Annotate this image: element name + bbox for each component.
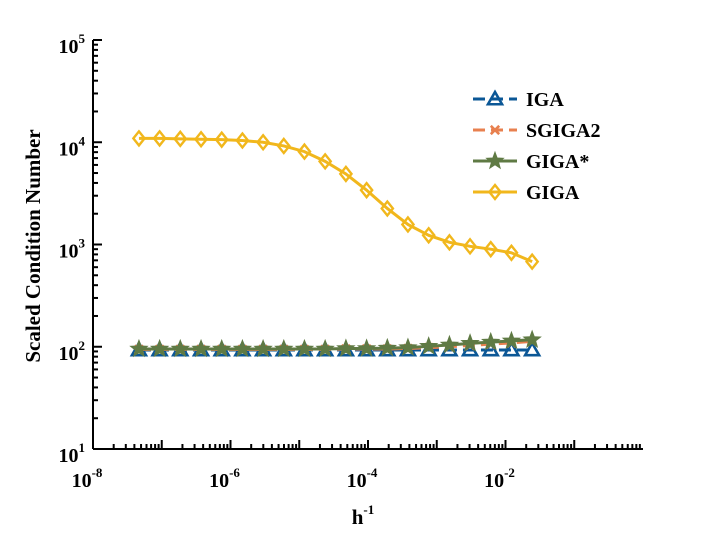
series-line xyxy=(138,136,533,264)
y-tick-label-exp: 3 xyxy=(79,236,86,251)
x-tick-label-exp: -6 xyxy=(229,465,240,480)
data-point-diamond xyxy=(173,129,188,148)
data-point-star xyxy=(460,333,480,352)
data-point-star xyxy=(336,338,356,357)
x-tick-label: 10-6 xyxy=(209,465,240,492)
legend-swatch-marker xyxy=(489,124,501,136)
data-point-diamond xyxy=(483,240,498,259)
legend-item: GIGA* xyxy=(473,150,589,173)
y-tick-label: 105 xyxy=(59,31,86,58)
legend-label: GIGA xyxy=(526,182,580,204)
data-point-star xyxy=(418,336,439,355)
data-point-diamond xyxy=(380,199,395,218)
y-tick-label-exp: 5 xyxy=(79,31,86,46)
y-tick-label-exp: 1 xyxy=(79,440,86,455)
data-point-diamond xyxy=(276,137,291,155)
legend-item: GIGA xyxy=(473,182,580,204)
data-point-triangle xyxy=(481,340,500,357)
data-point-star xyxy=(377,337,398,357)
data-point-diamond xyxy=(421,226,436,245)
data-point-diamond xyxy=(193,130,209,149)
y-tick-label-base: 10 xyxy=(59,36,79,58)
series-giga- xyxy=(129,329,542,358)
data-point-diamond xyxy=(524,252,540,271)
data-point-star xyxy=(191,338,211,358)
legend-label: IGA xyxy=(526,89,564,111)
x-axis-label-base: h xyxy=(352,505,364,529)
data-point-star xyxy=(149,338,170,358)
x-tick-label-base: 10 xyxy=(72,470,92,492)
series-layer xyxy=(129,129,542,358)
data-point-star xyxy=(129,338,149,358)
data-point-star xyxy=(253,338,273,358)
x-tick-label: 10-2 xyxy=(484,465,515,492)
data-point-star xyxy=(232,338,253,358)
data-point-star xyxy=(294,338,315,358)
y-tick-label-base: 10 xyxy=(59,241,79,263)
x-tick-label-base: 10 xyxy=(209,470,229,492)
y-axis-label: Scaled Condition Number xyxy=(21,129,45,362)
y-tick-label-exp: 4 xyxy=(79,133,86,148)
data-point-star xyxy=(356,338,377,357)
x-tick-label-exp: -8 xyxy=(92,465,103,480)
data-point-star xyxy=(481,331,501,351)
y-tick-label: 102 xyxy=(59,338,86,365)
y-tick-label-base: 10 xyxy=(59,445,79,467)
data-point-diamond xyxy=(462,237,478,256)
data-point-diamond xyxy=(318,152,333,171)
x-tick-label-exp: -4 xyxy=(367,465,378,480)
data-point-diamond xyxy=(214,130,229,149)
x-tick-label-base: 10 xyxy=(484,470,504,492)
series-giga xyxy=(131,129,540,271)
data-point-triangle xyxy=(522,340,542,357)
data-point-star xyxy=(522,329,542,349)
legend-label: GIGA* xyxy=(526,151,589,173)
data-point-star xyxy=(274,338,294,358)
data-point-star xyxy=(501,330,522,350)
data-point-star xyxy=(439,334,460,354)
y-tick-label-exp: 2 xyxy=(79,338,86,353)
legend-swatch-marker xyxy=(485,89,505,106)
data-point-diamond xyxy=(152,129,167,148)
data-point-triangle xyxy=(502,340,521,357)
data-point-star xyxy=(211,338,232,358)
data-point-diamond xyxy=(504,243,519,262)
data-point-diamond xyxy=(297,142,312,161)
y-tick-label-base: 10 xyxy=(59,343,79,365)
x-tick-label-base: 10 xyxy=(347,470,367,492)
x-tick-label-exp: -2 xyxy=(504,465,515,480)
legend-swatch-marker xyxy=(487,183,503,201)
y-tick-label-base: 10 xyxy=(59,138,79,160)
data-point-diamond xyxy=(400,215,416,234)
x-marker-stroke xyxy=(489,124,501,136)
data-point-star xyxy=(398,337,418,356)
data-point-diamond xyxy=(359,181,374,200)
x-tick-label: 10-8 xyxy=(72,465,103,492)
x-tick-label: 10-4 xyxy=(347,465,378,492)
legend-item: IGA xyxy=(473,89,564,111)
x-axis-label-exp: -1 xyxy=(363,502,374,517)
data-point-diamond xyxy=(442,233,457,252)
data-point-diamond xyxy=(235,131,250,150)
data-point-diamond xyxy=(255,133,271,152)
legend: IGA SGIGA2 GIGA* GIGA xyxy=(473,89,600,204)
data-point-diamond xyxy=(338,165,354,183)
x-axis-label: h-1 xyxy=(352,502,375,529)
data-point-star xyxy=(315,338,335,358)
y-tick-label: 104 xyxy=(59,133,86,160)
legend-swatch-marker xyxy=(485,150,505,170)
y-tick-label: 101 xyxy=(59,440,86,467)
y-tick-label: 103 xyxy=(59,236,86,263)
legend-item: SGIGA2 xyxy=(473,120,600,142)
data-point-star xyxy=(170,338,190,358)
data-point-diamond xyxy=(131,129,147,148)
legend-label: SGIGA2 xyxy=(526,120,600,142)
